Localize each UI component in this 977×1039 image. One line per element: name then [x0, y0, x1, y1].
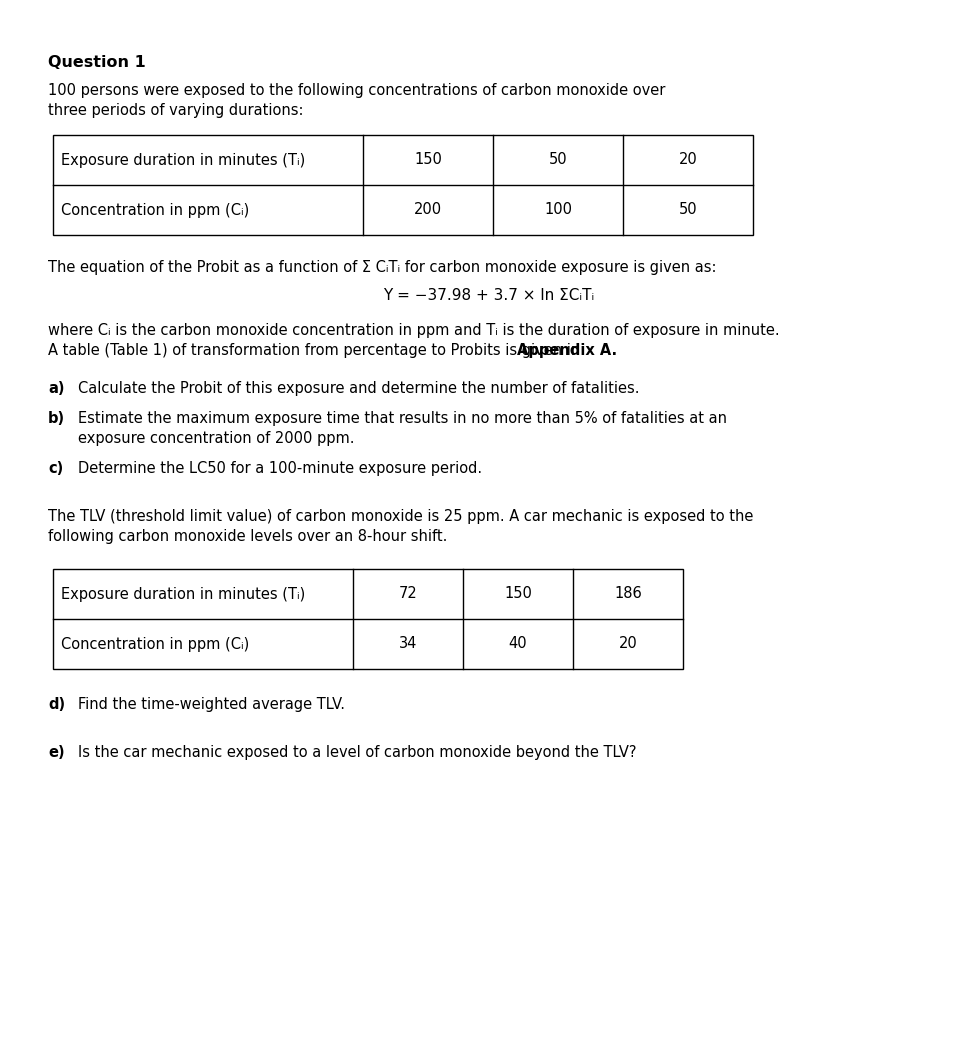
- Text: Concentration in ppm (Cᵢ): Concentration in ppm (Cᵢ): [61, 637, 249, 651]
- Text: Determine the LC50 for a 100-minute exposure period.: Determine the LC50 for a 100-minute expo…: [78, 461, 482, 476]
- Text: where Cᵢ is the carbon monoxide concentration in ppm and Tᵢ is the duration of e: where Cᵢ is the carbon monoxide concentr…: [48, 323, 779, 338]
- Text: A table (Table 1) of transformation from percentage to Probits is given in: A table (Table 1) of transformation from…: [48, 343, 584, 358]
- Text: e): e): [48, 745, 64, 760]
- Bar: [53, 135, 752, 235]
- Text: Question 1: Question 1: [48, 55, 146, 70]
- Text: 72: 72: [399, 586, 417, 602]
- Text: The equation of the Probit as a function of Σ CᵢTᵢ for carbon monoxide exposure : The equation of the Probit as a function…: [48, 260, 716, 275]
- Text: b): b): [48, 411, 65, 426]
- Text: 50: 50: [678, 203, 697, 217]
- Text: 50: 50: [548, 153, 567, 167]
- Text: Estimate the maximum exposure time that results in no more than 5% of fatalities: Estimate the maximum exposure time that …: [78, 411, 726, 426]
- Text: a): a): [48, 381, 64, 396]
- Text: exposure concentration of 2000 ppm.: exposure concentration of 2000 ppm.: [78, 431, 354, 446]
- Text: 40: 40: [508, 637, 527, 651]
- Text: Y = −37.98 + 3.7 × ln ΣCᵢTᵢ: Y = −37.98 + 3.7 × ln ΣCᵢTᵢ: [383, 288, 594, 303]
- Text: Is the car mechanic exposed to a level of carbon monoxide beyond the TLV?: Is the car mechanic exposed to a level o…: [78, 745, 636, 760]
- Text: 20: 20: [678, 153, 697, 167]
- Text: Exposure duration in minutes (Tᵢ): Exposure duration in minutes (Tᵢ): [61, 153, 305, 167]
- Text: The TLV (threshold limit value) of carbon monoxide is 25 ppm. A car mechanic is : The TLV (threshold limit value) of carbo…: [48, 509, 752, 524]
- Text: c): c): [48, 461, 64, 476]
- Text: d): d): [48, 697, 65, 712]
- Text: three periods of varying durations:: three periods of varying durations:: [48, 103, 303, 118]
- Text: 186: 186: [614, 586, 641, 602]
- Text: Find the time-weighted average TLV.: Find the time-weighted average TLV.: [78, 697, 345, 712]
- Text: following carbon monoxide levels over an 8-hour shift.: following carbon monoxide levels over an…: [48, 529, 446, 544]
- Text: Concentration in ppm (Cᵢ): Concentration in ppm (Cᵢ): [61, 203, 249, 217]
- Text: Appendix A.: Appendix A.: [516, 343, 616, 358]
- Text: 34: 34: [399, 637, 417, 651]
- Bar: [53, 569, 682, 669]
- Text: Calculate the Probit of this exposure and determine the number of fatalities.: Calculate the Probit of this exposure an…: [78, 381, 639, 396]
- Text: Exposure duration in minutes (Tᵢ): Exposure duration in minutes (Tᵢ): [61, 586, 305, 602]
- Text: 20: 20: [618, 637, 637, 651]
- Text: 150: 150: [413, 153, 442, 167]
- Text: 150: 150: [503, 586, 531, 602]
- Text: 200: 200: [413, 203, 442, 217]
- Text: 100 persons were exposed to the following concentrations of carbon monoxide over: 100 persons were exposed to the followin…: [48, 83, 664, 98]
- Text: 100: 100: [543, 203, 572, 217]
